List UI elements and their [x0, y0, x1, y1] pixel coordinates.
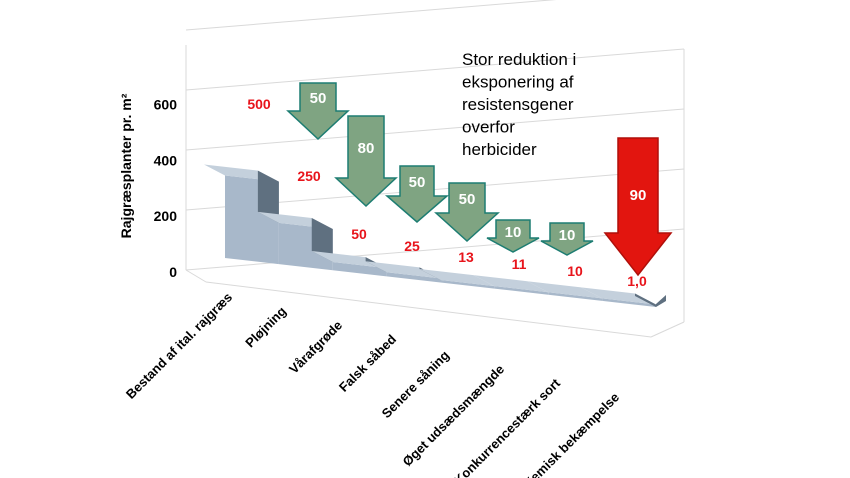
- bar-side: [257, 170, 279, 223]
- floor-edge-left: [185, 269, 207, 283]
- reduction-arrow: [603, 137, 673, 277]
- reduction-arrow: [540, 222, 594, 256]
- bar-top: [311, 251, 387, 269]
- bar-front: [332, 262, 387, 277]
- x-axis-line: [205, 281, 652, 338]
- x-tick-label: Pløjning: [242, 303, 289, 350]
- reduction-arrows: 50 80 50 50 10 10 90: [286, 82, 673, 277]
- gridline: [185, 228, 685, 271]
- bar-front: [440, 280, 495, 289]
- y-axis-ticks: 0 200 400 600: [154, 97, 178, 280]
- data-labels: 500 250 50 25 13 11 10 1,0: [247, 96, 647, 289]
- reduction-label: 50: [310, 90, 327, 107]
- data-label: 10: [567, 263, 583, 279]
- bar-end: [656, 295, 666, 307]
- y-tick-label: 200: [154, 208, 178, 224]
- reduction-label: 80: [358, 140, 375, 157]
- reduction-arrow: [486, 219, 540, 253]
- chart-axes: [185, 45, 685, 338]
- bar-top: [365, 261, 441, 279]
- reduction-label: 90: [630, 187, 647, 204]
- chart-annotation: Stor reduktion i eksponering af resistensg…: [462, 50, 576, 159]
- data-label: 50: [351, 226, 367, 242]
- bar-front: [602, 298, 656, 307]
- data-label: 500: [247, 96, 271, 112]
- data-label: 25: [404, 238, 420, 254]
- gridline: [185, 0, 557, 31]
- bar-top: [473, 275, 549, 293]
- data-label: 250: [297, 168, 321, 184]
- floor-edge-right: [650, 321, 685, 338]
- bar-side: [635, 293, 656, 307]
- y-tick-label: 400: [154, 152, 178, 168]
- reduction-label: 50: [459, 191, 476, 208]
- y-tick-label: 0: [169, 264, 177, 280]
- bar-series: [204, 164, 666, 307]
- x-axis-ticks: Bestand af ital. rajgræs PløjningVårafgrø…: [123, 290, 622, 478]
- x-tick-label: Senere såning: [379, 347, 452, 420]
- bar-top: [581, 287, 656, 305]
- reduction-label: 50: [409, 174, 426, 191]
- reduction-arrow: [434, 182, 500, 243]
- bar-top: [419, 269, 495, 287]
- gridline: [185, 108, 685, 151]
- bar-top: [527, 281, 603, 299]
- gridline: [185, 48, 685, 91]
- reduction-arrow: [286, 82, 350, 141]
- y-tick-label: 600: [154, 97, 178, 113]
- x-tick-label: Bestand af ital. rajgræs: [123, 290, 235, 402]
- bar-front: [494, 286, 549, 295]
- bar-front: [548, 292, 603, 301]
- data-label: 13: [458, 249, 474, 265]
- reduction-arrow: [384, 165, 450, 223]
- x-tick-label: Falsk såbed: [336, 331, 399, 394]
- x-tick-label: Vårafgrøde: [286, 318, 345, 377]
- y-axis-label: Rajgræsplanter pr. m²: [118, 93, 134, 238]
- bar-side: [311, 218, 333, 262]
- reduction-label: 10: [559, 227, 576, 244]
- bar-front: [386, 272, 441, 283]
- data-label: 1,0: [627, 273, 647, 289]
- reduction-arrow: [334, 115, 398, 208]
- data-label: 11: [512, 256, 527, 272]
- reduction-label: 10: [505, 224, 522, 241]
